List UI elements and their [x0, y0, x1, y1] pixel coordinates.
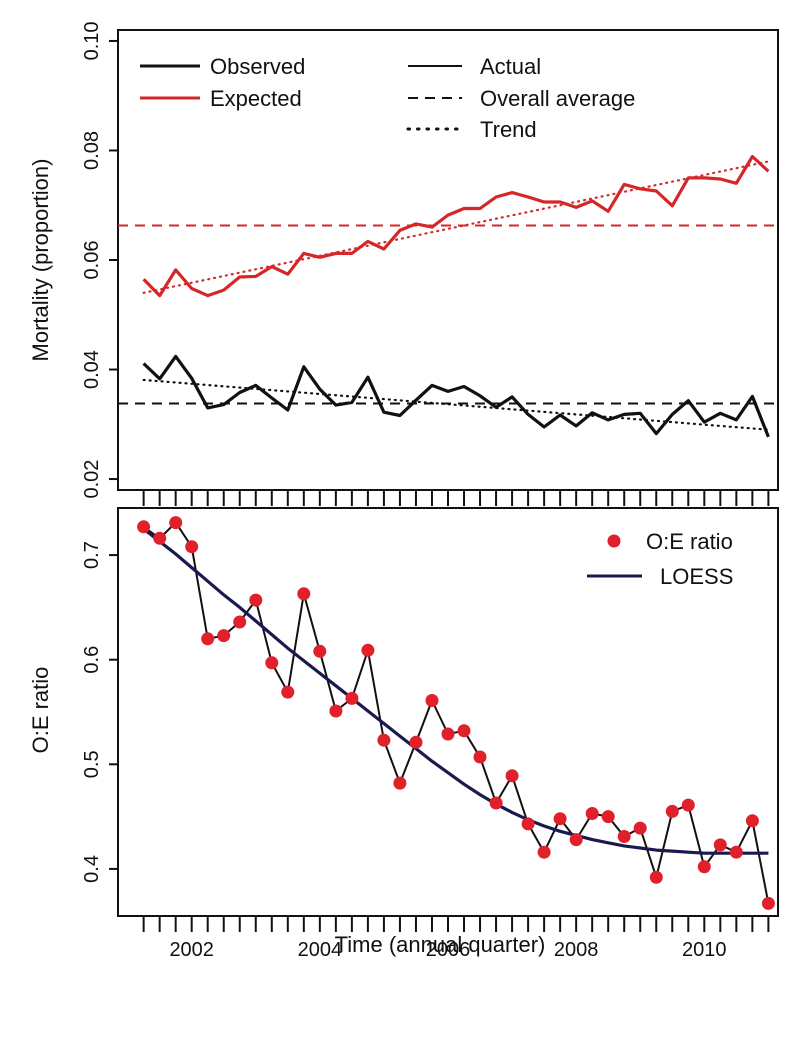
legend-oe-swatch — [607, 534, 621, 548]
mortality-y-tick-label: 0.10 — [81, 21, 103, 60]
legend-trend-label: Trend — [480, 117, 537, 142]
oe-point — [761, 896, 775, 910]
oe-point — [233, 615, 247, 629]
oe-point — [185, 540, 199, 554]
oe-point — [409, 735, 423, 749]
oe-point — [521, 817, 535, 831]
oe-point — [713, 838, 727, 852]
oe-connecting-polyline — [143, 521, 770, 904]
oe-point — [665, 804, 679, 818]
mortality-y-tick-label: 0.08 — [81, 131, 103, 170]
oe-y-tick-label: 0.4 — [81, 855, 103, 883]
oe-y-tick-label: 0.5 — [81, 750, 103, 778]
oe-ratio-panel: 0.4 0.5 0.6 0.7 O:E ratio O:E ratio LOESS — [28, 507, 779, 932]
oe-point — [425, 694, 439, 707]
x-year-label: 2010 — [682, 939, 727, 961]
oe-point — [553, 812, 567, 826]
x-year-label: 2006 — [426, 939, 471, 961]
oe-point — [217, 629, 231, 643]
legend-observed-label: Observed — [210, 54, 305, 79]
oe-y-axis: 0.4 0.5 0.6 0.7 — [81, 541, 118, 883]
mortality-y-tick-label: 0.02 — [81, 460, 103, 499]
mortality-y-tick-label: 0.04 — [81, 350, 103, 389]
oe-y-tick-label: 0.6 — [81, 646, 103, 674]
oe-point — [697, 860, 711, 874]
oe-y-axis-label: O:E ratio — [28, 667, 53, 754]
oe-point — [505, 769, 519, 783]
mortality-panel: 0.02 0.04 0.06 0.08 0.10 Mortality (proporti… — [28, 21, 779, 506]
legend-expected-label: Expected — [210, 86, 302, 111]
oe-point — [393, 776, 407, 790]
oe-y-tick-label: 0.7 — [81, 541, 103, 569]
oe-point — [441, 727, 455, 741]
mortality-legend: Observed Expected Actual Overall average… — [140, 54, 635, 142]
trend-line — [142, 160, 770, 294]
mortality-y-axis: 0.02 0.04 0.06 0.08 0.10 — [81, 21, 118, 499]
oe-point — [537, 845, 551, 859]
oe-point — [601, 810, 615, 824]
oe-point — [137, 520, 151, 534]
oe-points — [137, 516, 775, 910]
legend-average-label: Overall average — [480, 86, 635, 111]
oe-point — [201, 632, 215, 646]
oe-point — [633, 821, 647, 835]
oe-point — [473, 750, 487, 764]
loess-line — [142, 527, 769, 855]
oe-point — [489, 796, 503, 810]
oe-point — [377, 733, 391, 747]
x-year-label: 2008 — [554, 939, 599, 961]
oe-point — [265, 656, 279, 670]
oe-point — [169, 516, 183, 530]
oe-point — [361, 643, 375, 657]
oe-point — [345, 691, 359, 705]
oe-x-ticks — [142, 916, 770, 932]
oe-point — [617, 830, 631, 843]
mortality-x-ticks — [142, 490, 770, 506]
legend-loess-label: LOESS — [660, 564, 733, 589]
oe-point — [329, 704, 343, 718]
oe-point — [153, 531, 167, 545]
mortality-trends — [142, 160, 770, 431]
oe-point — [729, 845, 743, 859]
oe-point — [249, 593, 263, 607]
mortality-series — [142, 154, 770, 438]
x-axis-label: Time (annual quarter) — [335, 932, 546, 957]
oe-point — [313, 644, 327, 658]
oe-point — [681, 798, 695, 812]
mortality-y-axis-label: Mortality (proportion) — [28, 159, 53, 362]
trend-line — [142, 378, 770, 431]
oe-point — [457, 724, 471, 738]
oe-point — [281, 685, 295, 699]
oe-point — [649, 870, 663, 884]
x-year-label: 2002 — [169, 939, 214, 961]
series-line — [142, 354, 770, 438]
oe-point — [297, 587, 311, 601]
oe-point — [745, 814, 759, 828]
legend-actual-label: Actual — [480, 54, 541, 79]
oe-loess-curve — [142, 527, 769, 855]
oe-legend: O:E ratio LOESS — [587, 529, 733, 589]
oe-plot-frame — [117, 507, 779, 917]
oe-point — [569, 833, 583, 847]
mortality-plot-frame — [117, 29, 779, 491]
series-line — [142, 154, 770, 298]
x-year-label: 2004 — [298, 939, 343, 961]
mortality-y-tick-label: 0.06 — [81, 241, 103, 280]
oe-point — [585, 807, 599, 820]
legend-oe-label: O:E ratio — [646, 529, 733, 554]
oe-connecting-line — [143, 521, 770, 904]
x-axis-year-labels: 2002 2004 2006 2008 2010 — [169, 939, 726, 961]
